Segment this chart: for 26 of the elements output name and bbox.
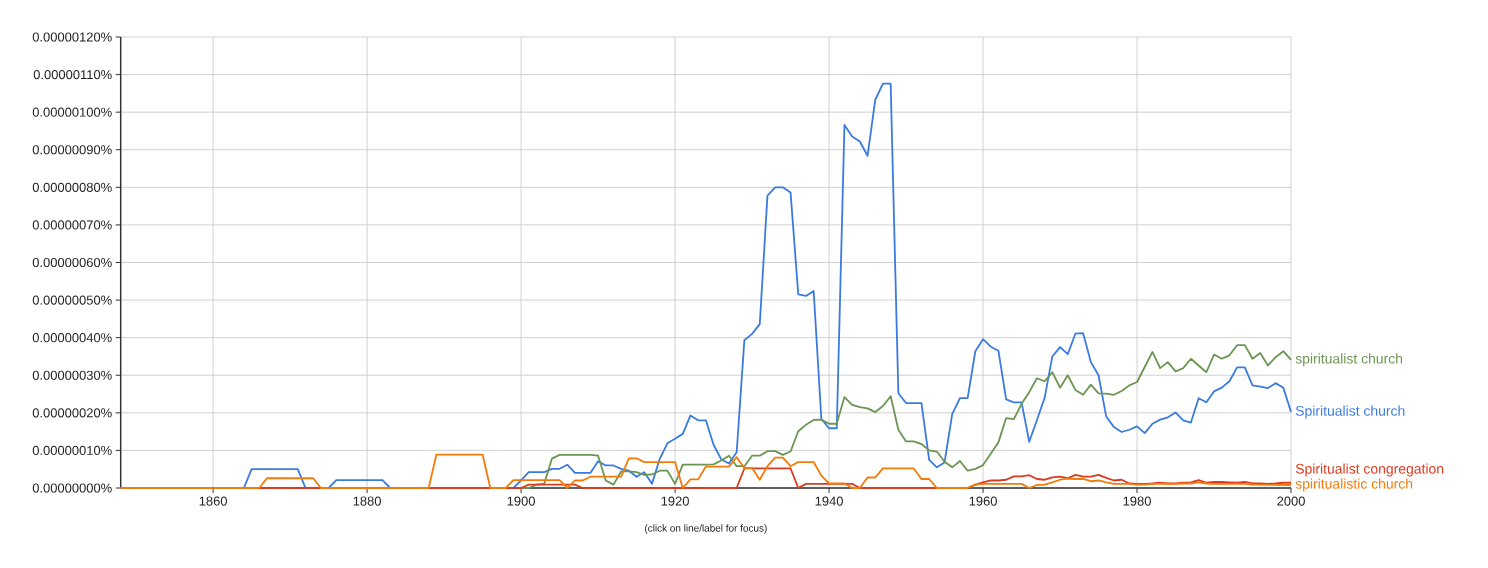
y-tick-label: 0.00000110% <box>33 69 112 80</box>
y-tick-label: 0.00000090% <box>32 145 112 155</box>
text: (click on line/label for focus) <box>645 524 767 534</box>
series-label: spiritualist church <box>1295 353 1403 367</box>
y-tick-label: 0.00000010% <box>32 445 112 455</box>
x-tick-label: 2000 <box>1277 496 1305 506</box>
y-tick-label: 0.00000100% <box>32 107 112 117</box>
x-tick-label: 1860 <box>199 496 227 506</box>
y-tick-label: 0.00000000% <box>32 483 112 493</box>
y-tick-label: 0.00000040% <box>32 333 112 343</box>
x-tick-label: 1980 <box>1123 496 1151 506</box>
y-tick-label: 0.00000030% <box>32 370 112 380</box>
y-tick-label: 0.00000080% <box>32 182 112 192</box>
x-tick-label: 1960 <box>969 496 997 506</box>
series-label: spiritualistic church <box>1295 478 1413 492</box>
y-tick-label: 0.00000070% <box>32 220 112 230</box>
x-tick-label: 1880 <box>353 496 381 506</box>
y-tick-label: 0.00000020% <box>32 408 112 418</box>
x-tick-label: 1940 <box>815 496 843 506</box>
x-tick-label: 1900 <box>507 496 535 506</box>
y-tick-label: 0.00000120% <box>32 32 112 42</box>
x-tick-label: 1920 <box>661 496 689 506</box>
series-label: Spiritualist congregation <box>1295 463 1444 477</box>
y-tick-label: 0.00000050% <box>32 295 112 305</box>
y-tick-label: 0.00000060% <box>32 257 112 268</box>
series-label: Spiritualist church <box>1295 405 1405 419</box>
